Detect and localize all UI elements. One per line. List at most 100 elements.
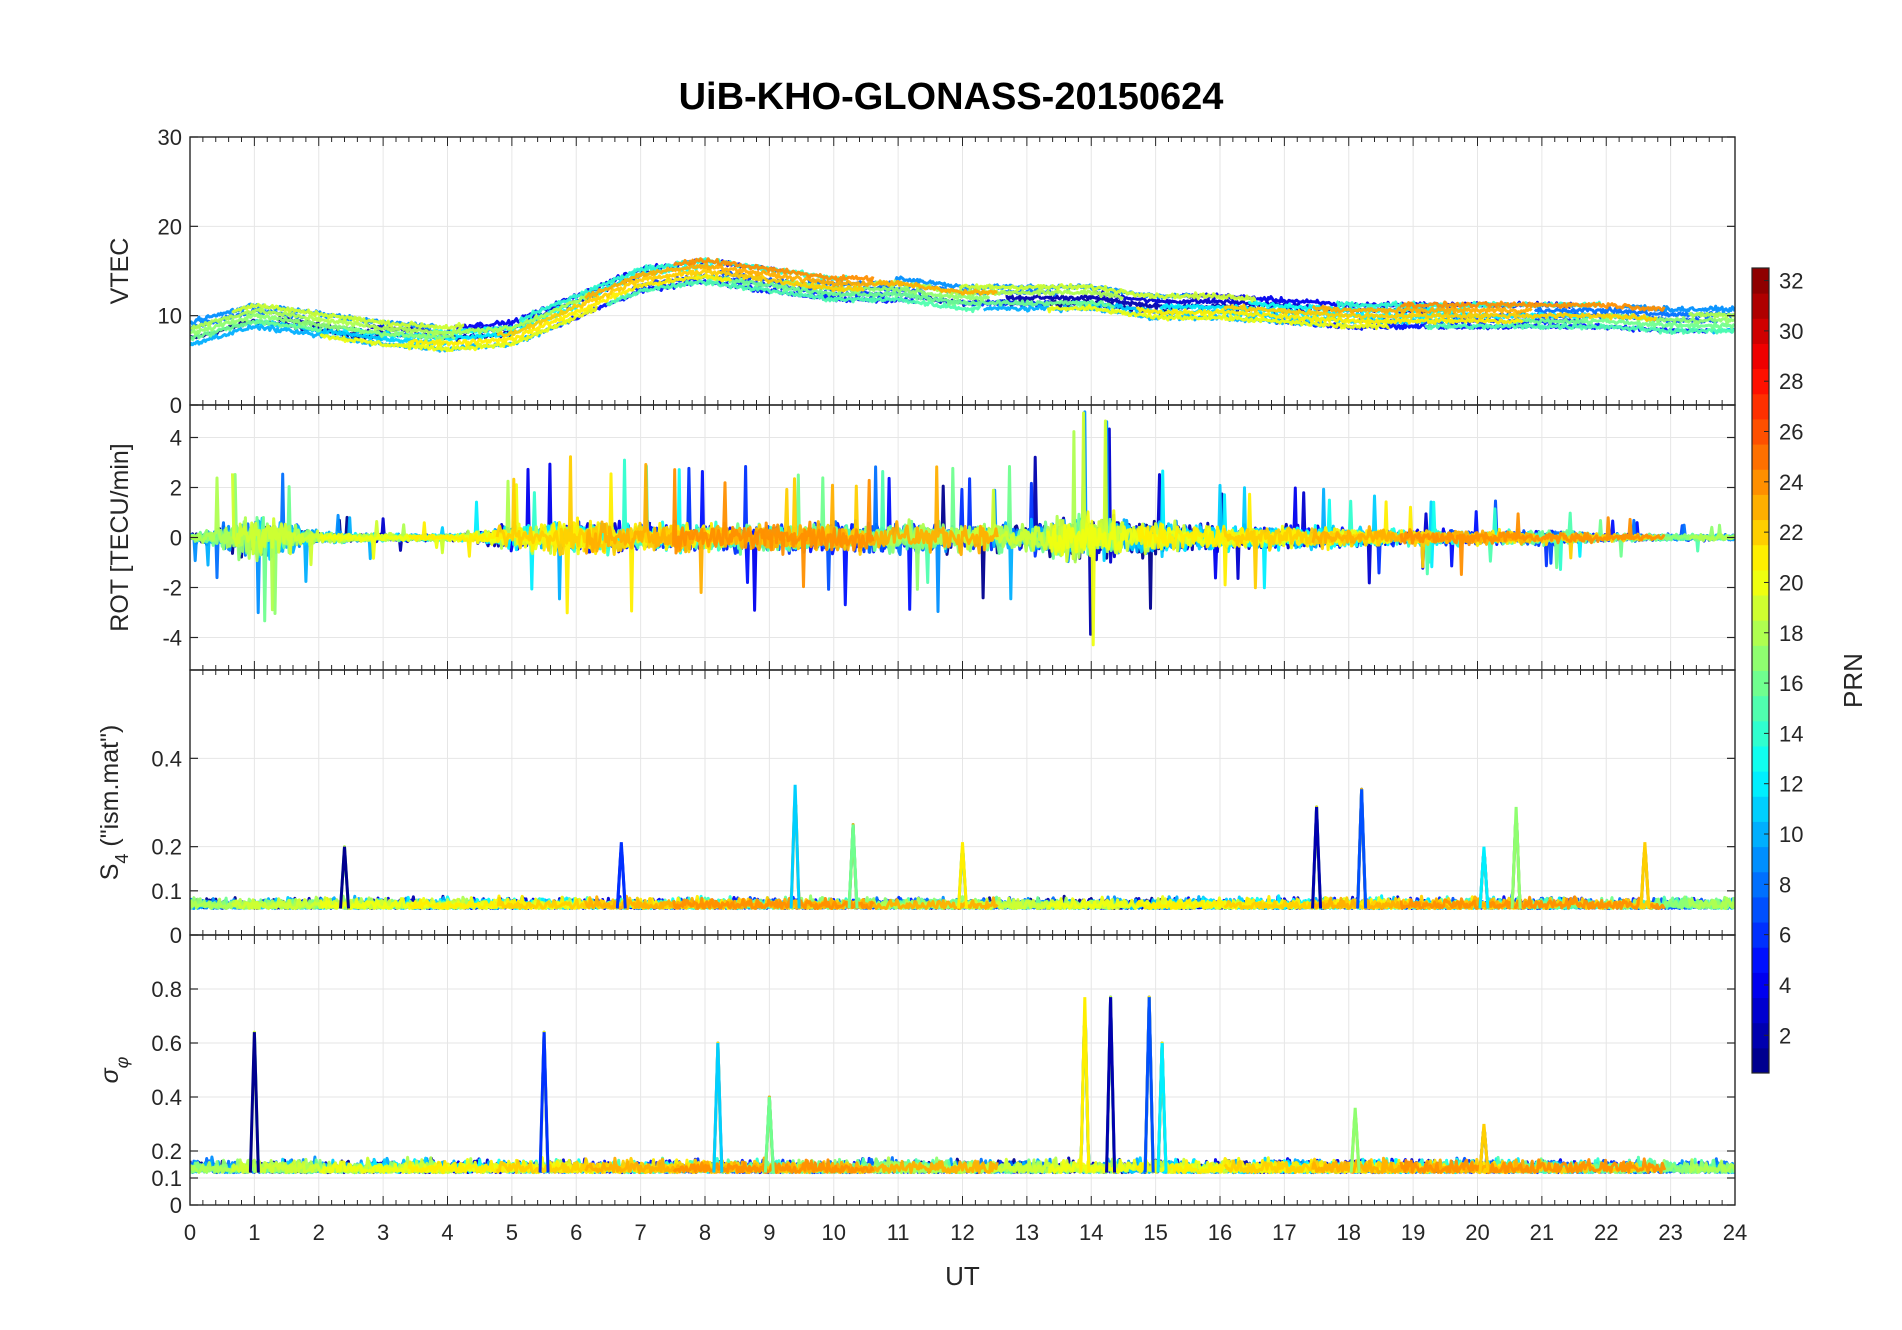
- colorbar-segment: [1752, 695, 1769, 722]
- trace-prn-18: [190, 293, 589, 336]
- trace-prn-21: [1135, 805, 1524, 910]
- x-tick-label: 14: [1079, 1220, 1103, 1245]
- x-tick-label: 22: [1594, 1220, 1618, 1245]
- trace-prn-23: [584, 261, 998, 299]
- x-tick-label: 20: [1465, 1220, 1489, 1245]
- x-tick-label: 5: [506, 1220, 518, 1245]
- colorbar-segment: [1752, 871, 1769, 898]
- panel-traces-rot: [190, 410, 1735, 647]
- x-tick-label: 18: [1337, 1220, 1361, 1245]
- y-axis-label-rot: ROT [TECU/min]: [106, 443, 134, 631]
- spike-mark: [538, 1032, 550, 1173]
- trace-prn-14: [1336, 822, 1602, 910]
- y-tick-label: 0.4: [151, 1085, 182, 1110]
- y-axis-label-sigphi: σφ: [96, 1056, 132, 1083]
- colorbar-segment: [1752, 544, 1769, 571]
- colorbar-tick-label: 16: [1779, 671, 1803, 696]
- spike-mark: [712, 1042, 724, 1173]
- y-tick-label: 0.1: [151, 879, 182, 904]
- colorbar-segment: [1752, 922, 1769, 948]
- panel-traces-vtec: [190, 257, 1735, 353]
- spike-mark: [1105, 997, 1117, 1173]
- trace-prn-16: [694, 273, 1116, 310]
- trace-prn-19: [958, 282, 1257, 303]
- x-tick-label: 10: [822, 1220, 846, 1245]
- trace-prn-22: [1223, 822, 1656, 910]
- colorbar-segment: [1752, 972, 1769, 999]
- trace-prn-1: [915, 995, 1177, 1175]
- chart-title: UiB-KHO-GLONASS-20150624: [678, 76, 1224, 118]
- trace-prn-6: [1358, 822, 1585, 910]
- spike-mark: [1156, 1042, 1168, 1173]
- y-tick-label: 0.4: [151, 746, 182, 771]
- y-tick-label: 10: [158, 304, 182, 329]
- spike-mark: [1079, 997, 1091, 1173]
- panel-traces-s4: [190, 784, 1735, 910]
- colorbar-segment: [1752, 947, 1769, 973]
- trace-prn-18: [1689, 533, 1735, 542]
- colorbar-segment: [1752, 796, 1769, 822]
- trace-prn-5: [541, 1030, 918, 1175]
- trace-prn-11: [252, 1032, 448, 1175]
- colorbar-segment: [1752, 1022, 1769, 1049]
- colorbar-segment: [1752, 997, 1769, 1024]
- y-tick-label: -2: [162, 576, 182, 601]
- trace-prn-3: [1092, 427, 1443, 585]
- x-tick-label: 1: [248, 1220, 260, 1245]
- trace-prn-15: [1424, 322, 1735, 335]
- colorbar-tick-label: 32: [1779, 269, 1803, 294]
- x-tick-label: 7: [635, 1220, 647, 1245]
- colorbar-tick-label: 4: [1779, 973, 1791, 998]
- trace-prn-21: [407, 273, 733, 347]
- colorbar-segment: [1752, 293, 1769, 319]
- x-tick-label: 21: [1530, 1220, 1554, 1245]
- spike-mark: [1478, 846, 1490, 909]
- y-tick-label: 0: [170, 1193, 182, 1218]
- y-tick-label: 20: [158, 214, 182, 239]
- trace-prn-18: [1687, 896, 1735, 910]
- colorbar-tick-label: 14: [1779, 721, 1803, 746]
- spike-mark: [847, 824, 859, 909]
- y-tick-label: 0: [170, 526, 182, 551]
- trace-prn-21: [407, 1030, 733, 1175]
- x-tick-label: 17: [1272, 1220, 1296, 1245]
- trace-prn-16: [1512, 316, 1735, 330]
- y-tick-label: 0.6: [151, 1031, 182, 1056]
- x-axis-label: UT: [945, 1261, 980, 1291]
- colorbar-segment: [1752, 519, 1769, 546]
- colorbar-segment: [1752, 720, 1769, 747]
- trace-prn-20: [319, 305, 599, 353]
- trace-prn-11: [1071, 995, 1460, 1175]
- axes-layer: [189, 136, 1736, 1206]
- trace-prn-18: [1688, 1158, 1735, 1174]
- x-tick-label: 11: [887, 1220, 910, 1245]
- colorbar-tick-label: 6: [1779, 923, 1791, 948]
- x-tick-label: 19: [1401, 1220, 1425, 1245]
- y-tick-label: 0.2: [151, 835, 182, 860]
- x-tick-label: 24: [1723, 1220, 1747, 1245]
- spike-mark: [1639, 842, 1651, 909]
- colorbar-tick-label: 30: [1779, 319, 1803, 344]
- data-layer: [190, 257, 1735, 1175]
- trace-prn-22: [1223, 303, 1658, 322]
- y-tick-label: 2: [170, 476, 182, 501]
- trace-prn-9: [894, 410, 1194, 613]
- colorbar-segment: [1752, 318, 1769, 344]
- x-tick-label: 2: [313, 1220, 325, 1245]
- trace-prn-24: [1399, 851, 1666, 910]
- trace-prn-24: [672, 468, 875, 589]
- colorbar-frame: [1751, 267, 1770, 1074]
- x-tick-label: 12: [950, 1220, 974, 1245]
- colorbar-segment: [1752, 670, 1769, 697]
- colorbar-segment: [1752, 1047, 1769, 1074]
- y-tick-label: 0: [170, 923, 182, 948]
- spike-mark: [1349, 1107, 1361, 1173]
- colorbar-segment: [1752, 418, 1769, 445]
- y-tick-label: -4: [162, 626, 182, 651]
- trace-prn-16: [693, 803, 1115, 910]
- x-tick-label: 16: [1208, 1220, 1232, 1245]
- colorbar-tick-label: 24: [1779, 470, 1803, 495]
- trace-prn-22: [496, 267, 865, 338]
